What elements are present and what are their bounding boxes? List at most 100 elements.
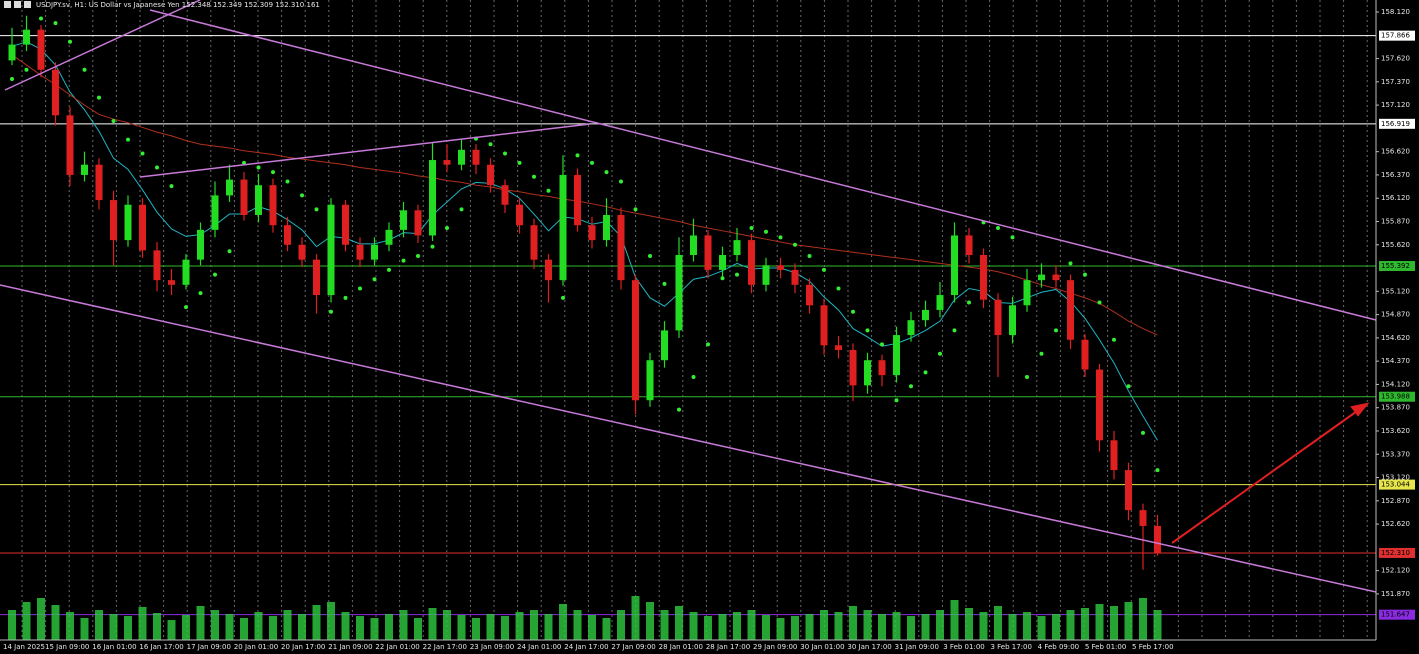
volume-bar <box>457 615 466 640</box>
volume-bar <box>254 612 263 640</box>
candle-body <box>8 44 16 61</box>
candle-body <box>226 179 233 196</box>
y-tick-label: 156.620 <box>1381 148 1410 156</box>
volume-bar <box>689 612 698 640</box>
sar-dot <box>1097 300 1102 305</box>
volume-bar <box>385 614 393 640</box>
volume-bar <box>472 618 480 640</box>
sar-dot <box>952 328 957 333</box>
candle-body <box>52 69 59 116</box>
sar-dot <box>314 207 319 212</box>
volume-bar <box>8 610 16 640</box>
y-tick-label: 152.620 <box>1381 520 1410 528</box>
volume-bar <box>109 614 118 640</box>
x-tick-label: 20 Jan 17:00 <box>281 643 325 651</box>
volume-bar <box>443 610 451 640</box>
candle-body <box>168 280 175 285</box>
sar-dot <box>532 174 536 179</box>
volume-bar <box>399 610 408 640</box>
y-tick-label: 153.120 <box>1381 474 1410 482</box>
volume-bar <box>37 598 45 640</box>
sar-dot <box>996 226 1000 231</box>
candle-body <box>893 335 900 376</box>
x-tick-label: 16 Jan 01:00 <box>92 643 136 651</box>
sar-dot <box>169 184 174 189</box>
candle-body <box>269 185 277 226</box>
volume-bar <box>646 602 654 640</box>
candle-body <box>211 195 219 230</box>
candle-body <box>342 204 349 245</box>
x-tick-label: 5 Feb 01:00 <box>1085 643 1126 651</box>
trend-line <box>4 0 201 91</box>
volume-bar <box>704 616 712 640</box>
volume-bar <box>66 612 74 640</box>
y-tick-label: 154.120 <box>1381 380 1410 388</box>
sar-dot <box>285 179 290 184</box>
candle-body <box>1154 525 1161 553</box>
candle-body <box>400 210 407 230</box>
candle-body <box>907 320 915 336</box>
sar-dot <box>662 281 667 286</box>
y-tick-label: 152.870 <box>1381 497 1410 505</box>
trend-line <box>139 123 591 178</box>
y-tick-label: 154.620 <box>1381 334 1410 342</box>
volume-bar <box>762 615 770 640</box>
sar-dot <box>938 351 942 356</box>
level-tag <box>1379 479 1415 490</box>
candle-body <box>313 259 320 296</box>
sar-dot <box>198 291 203 296</box>
sar-dot <box>416 253 420 258</box>
x-tick-label: 4 Feb 09:00 <box>1038 643 1079 651</box>
candle-body <box>1052 274 1060 281</box>
candle-body <box>197 229 204 260</box>
volume-bar <box>776 618 785 640</box>
volume-bar <box>1023 612 1031 640</box>
volume-bar <box>1153 610 1162 640</box>
candle-body <box>675 255 683 331</box>
sar-dot <box>807 253 812 258</box>
volume-bar <box>182 615 190 640</box>
candle-body <box>81 164 88 175</box>
sar-dot <box>1010 235 1015 240</box>
sar-dot <box>619 179 623 184</box>
candle-body <box>153 250 161 281</box>
candle-body <box>951 235 958 296</box>
volume-bar <box>225 614 234 640</box>
chart-title: USDJPY.sv, H1: US Dollar vs Japanese Yen… <box>36 1 320 9</box>
sar-dot <box>24 67 29 72</box>
volume-bar <box>501 616 509 640</box>
volume-bar <box>733 612 741 640</box>
sar-dot <box>880 342 884 347</box>
x-tick-label: 24 Jan 17:00 <box>564 643 608 651</box>
candle-body <box>617 214 625 281</box>
y-tick-label: 157.620 <box>1381 55 1410 63</box>
level-label: 153.988 <box>1381 393 1410 401</box>
volume-bar <box>124 616 132 640</box>
candle-body <box>1125 470 1132 511</box>
sar-dot <box>459 207 464 212</box>
y-tick-label: 155.870 <box>1381 217 1410 225</box>
sar-dot <box>358 286 362 291</box>
moving-average <box>11 54 1158 336</box>
candle-body <box>182 259 190 285</box>
sar-dot <box>735 272 739 277</box>
volume-bar <box>327 602 335 640</box>
x-tick-label: 20 Jan 01:00 <box>234 643 278 651</box>
sar-dot <box>140 151 145 156</box>
sar-dot <box>126 137 130 142</box>
volume-bar <box>486 614 495 640</box>
candle-body <box>806 284 813 306</box>
sar-dot <box>1141 430 1145 435</box>
candle-body <box>110 200 117 241</box>
volume-bar <box>167 620 176 640</box>
x-tick-label: 30 Jan 17:00 <box>847 643 891 651</box>
sar-dot <box>10 77 14 82</box>
sar-dot <box>401 258 406 263</box>
candle-body <box>864 360 871 386</box>
candle-body <box>1038 274 1045 281</box>
sar-dot <box>372 277 377 282</box>
candle-body <box>1009 305 1016 336</box>
y-tick-label: 157.370 <box>1381 78 1410 86</box>
axes: 14 Jan 2025 15 Jan 09:00 16 Jan 01:00 16 Ja… <box>3 8 1415 651</box>
y-tick-label: 156.120 <box>1381 194 1410 202</box>
